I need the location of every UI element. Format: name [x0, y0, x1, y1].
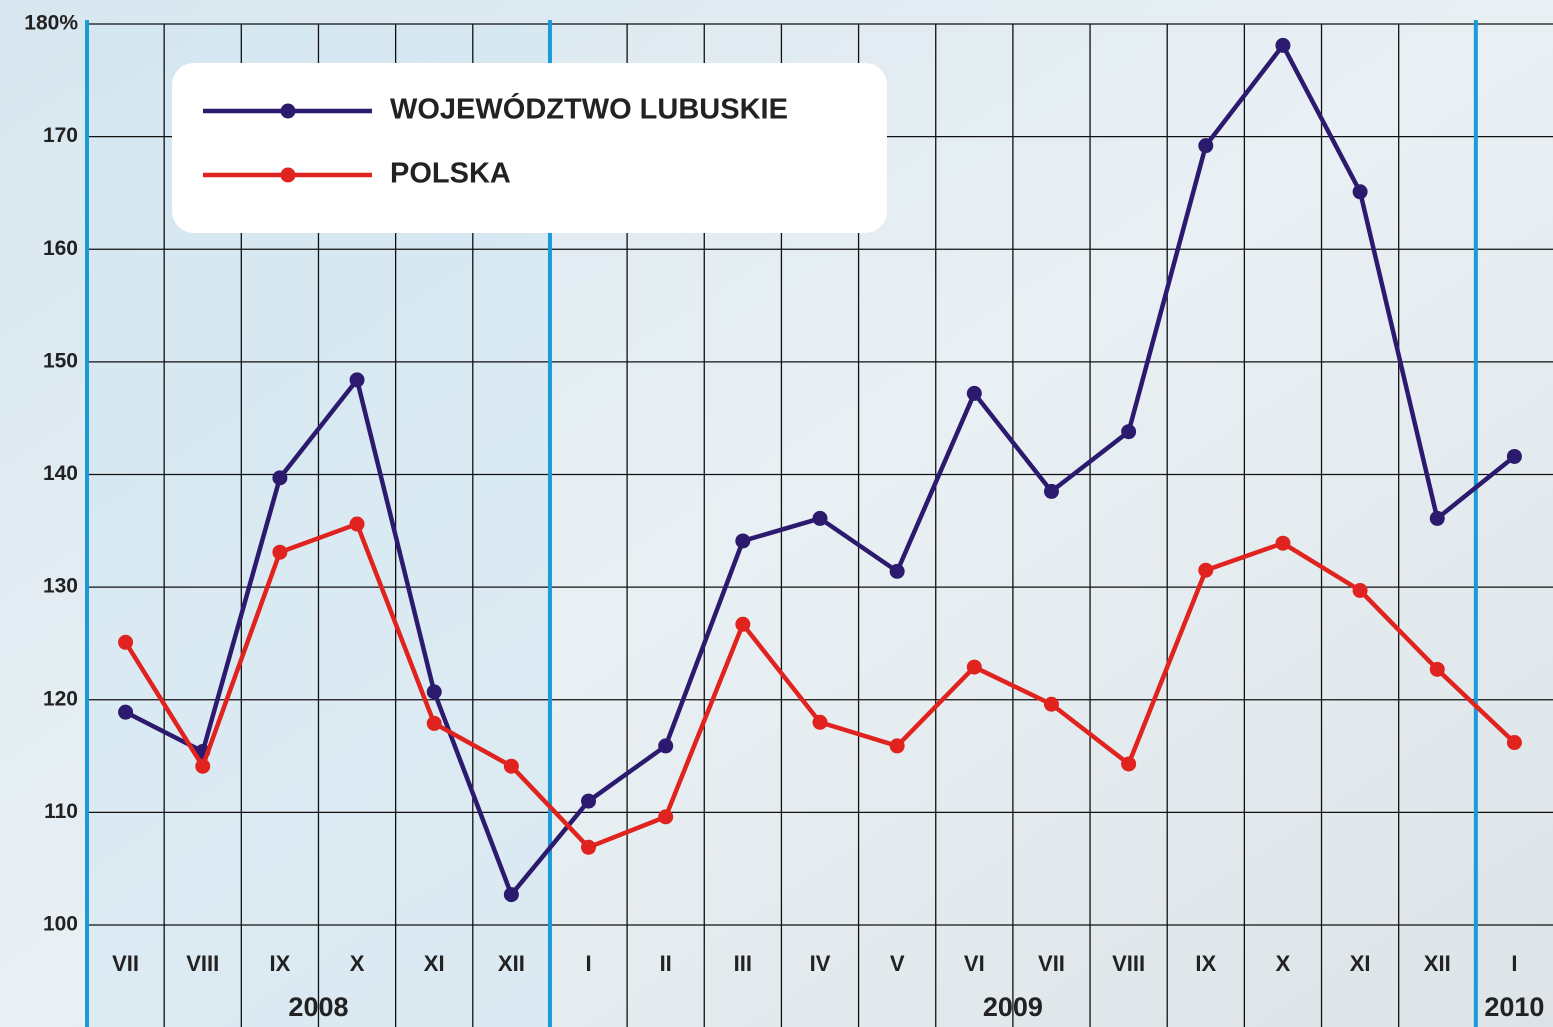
legend-marker	[281, 168, 296, 183]
point	[1198, 563, 1213, 578]
y-tick-label: 180%	[24, 12, 78, 35]
x-tick-label: II	[660, 951, 672, 976]
legend-label: WOJEWÓDZTWO LUBUSKIE	[390, 92, 788, 126]
point	[967, 386, 982, 401]
point	[272, 470, 287, 485]
y-tick-label: 100	[43, 913, 78, 936]
point	[658, 738, 673, 753]
y-tick-label: 110	[44, 800, 78, 823]
x-tick-label: VIII	[1112, 951, 1145, 976]
x-tick-label: VII	[1038, 951, 1065, 976]
point	[272, 545, 287, 560]
point	[1430, 662, 1445, 677]
legend-box	[172, 63, 887, 233]
point	[1507, 449, 1522, 464]
year-label: 2010	[1484, 992, 1544, 1022]
x-tick-label: X	[350, 951, 365, 976]
point	[735, 617, 750, 632]
y-tick-label: 150	[43, 349, 78, 372]
point	[350, 372, 365, 387]
year-label: 2008	[288, 992, 348, 1022]
y-tick-label: 160	[43, 237, 78, 260]
y-tick-label: 120	[43, 687, 78, 710]
year-label: 2009	[983, 992, 1043, 1022]
point	[890, 738, 905, 753]
point	[581, 840, 596, 855]
chart: WOJEWÓDZTWO LUBUSKIE POLSKA 100 110 120 130 1…	[0, 0, 1553, 1027]
x-tick-label: I	[585, 951, 591, 976]
point	[1275, 38, 1290, 53]
y-tick-label: 140	[43, 462, 78, 485]
x-tick-label: X	[1276, 951, 1291, 976]
x-tick-label: VIII	[186, 951, 219, 976]
point	[1353, 184, 1368, 199]
point	[1430, 511, 1445, 526]
x-tick-label: V	[890, 951, 905, 976]
point	[1121, 756, 1136, 771]
point	[1121, 424, 1136, 439]
point	[504, 887, 519, 902]
point	[581, 794, 596, 809]
x-tick-label: IX	[1195, 951, 1216, 976]
legend-marker	[281, 104, 296, 119]
point	[1275, 536, 1290, 551]
point	[1044, 484, 1059, 499]
y-tick-label: 170	[43, 124, 78, 147]
legend-label: POLSKA	[390, 158, 511, 190]
point	[1353, 583, 1368, 598]
point	[1507, 735, 1522, 750]
x-tick-label: XI	[424, 951, 445, 976]
point	[427, 684, 442, 699]
point	[118, 705, 133, 720]
x-tick-label: VI	[964, 951, 985, 976]
x-tick-label: IV	[810, 951, 831, 976]
point	[1044, 697, 1059, 712]
point	[427, 716, 442, 731]
x-tick-label: I	[1511, 951, 1517, 976]
point	[813, 511, 828, 526]
point	[504, 759, 519, 774]
point	[1198, 138, 1213, 153]
point	[735, 533, 750, 548]
x-tick-label: XII	[498, 951, 525, 976]
x-tick-label: XI	[1350, 951, 1371, 976]
point	[350, 517, 365, 532]
point	[118, 635, 133, 650]
page: WOJEWÓDZTWO LUBUSKIE POLSKA 100 110 120 130 1…	[0, 0, 1553, 1027]
point	[658, 809, 673, 824]
point	[967, 660, 982, 675]
point	[195, 759, 210, 774]
x-tick-label: VII	[112, 951, 139, 976]
y-tick-label: 130	[43, 575, 78, 598]
x-tick-label: III	[734, 951, 752, 976]
x-tick-label: IX	[269, 951, 290, 976]
point	[813, 715, 828, 730]
x-tick-label: XII	[1424, 951, 1451, 976]
point	[890, 564, 905, 579]
